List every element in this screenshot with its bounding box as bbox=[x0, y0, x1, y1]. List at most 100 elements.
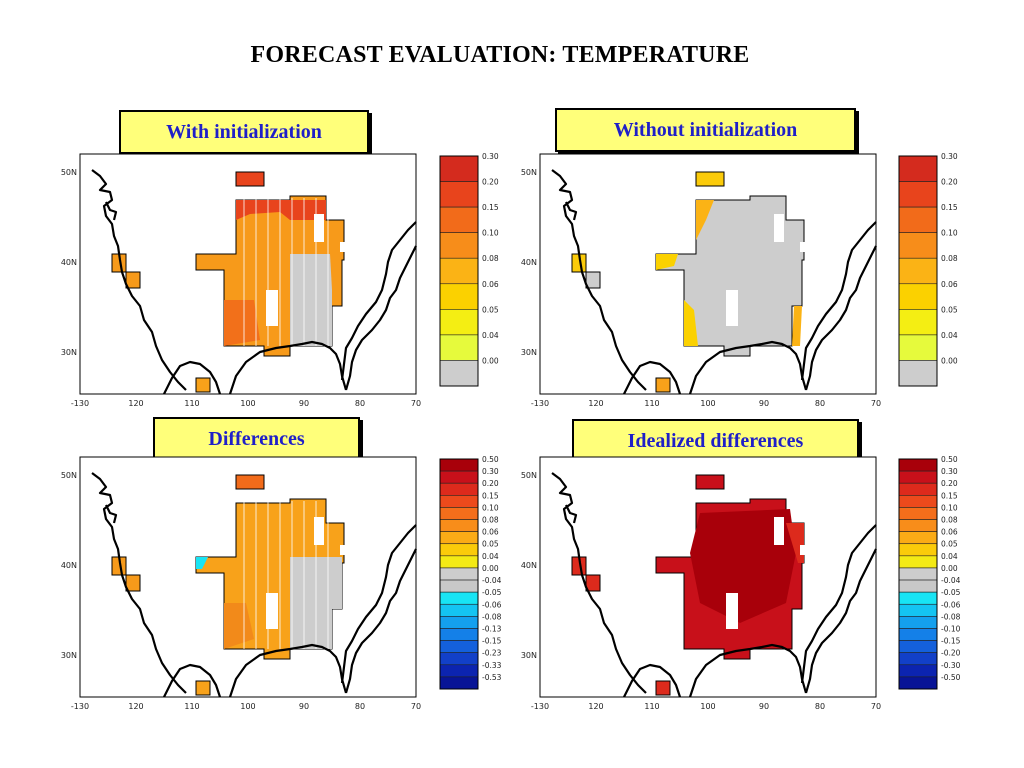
colorbar-swatch bbox=[898, 676, 938, 690]
colorbar-tick-label: -0.04 bbox=[941, 576, 961, 585]
coastline bbox=[340, 524, 417, 684]
colorbar-tick-label: 0.50 bbox=[482, 455, 499, 464]
coastline bbox=[623, 663, 682, 698]
colorbar-tick-label: 0.05 bbox=[482, 305, 499, 314]
coastline bbox=[163, 663, 222, 698]
colorbar-tick-label: 0.30 bbox=[482, 467, 499, 476]
missing-cell bbox=[800, 545, 806, 555]
coastline bbox=[344, 548, 417, 694]
colorbar-swatch bbox=[898, 507, 938, 520]
coastline bbox=[91, 169, 187, 391]
cool-area bbox=[196, 557, 208, 569]
colorbar-swatch bbox=[439, 482, 479, 496]
grid-box bbox=[585, 574, 601, 592]
colorbar-tick-label: -0.10 bbox=[941, 624, 961, 633]
longitude-tick-label: 120 bbox=[128, 702, 143, 711]
colorbar-tick-label: -0.23 bbox=[482, 649, 502, 658]
colorbar-swatch bbox=[898, 567, 938, 581]
colorbar-tick-label: 0.08 bbox=[941, 254, 958, 263]
missing-cell bbox=[340, 242, 346, 252]
coastline bbox=[228, 643, 348, 698]
colorbar-tick-label: 0.10 bbox=[941, 229, 958, 238]
missing-cell bbox=[314, 517, 324, 545]
colorbar-tick-label: 0.00 bbox=[941, 356, 958, 365]
colorbar-tick-label: 0.00 bbox=[482, 564, 499, 573]
colorbar-tick-label: 0.30 bbox=[482, 152, 499, 161]
map-idealized-differences: -130 120 110 100 90 80 70 50N 40N 30N bbox=[521, 456, 881, 711]
colorbar-tick-label: 0.30 bbox=[941, 467, 958, 476]
grid-box bbox=[195, 377, 211, 393]
longitude-tick-label: 90 bbox=[299, 399, 309, 408]
longitude-tick-label: 80 bbox=[355, 702, 365, 711]
colorbar-tick-label: 0.20 bbox=[941, 479, 958, 488]
latitude-tick-label: 50N bbox=[61, 168, 77, 177]
colorbar-tick-label: 0.05 bbox=[941, 540, 958, 549]
coastline bbox=[340, 221, 417, 381]
colorbar-swatch bbox=[439, 283, 479, 310]
colorbar-tick-label: 0.05 bbox=[941, 305, 958, 314]
latitude-tick-label: 30N bbox=[521, 651, 537, 660]
colorbar-swatch bbox=[439, 579, 479, 593]
longitude-tick-label: 70 bbox=[871, 702, 881, 711]
grid-box bbox=[695, 171, 725, 187]
colorbar-idealized-differences: 0.50 0.30 0.20 0.15 0.10 0.08 0.06 0.05 0.04 0.00… bbox=[898, 455, 961, 690]
colorbar-swatch bbox=[439, 567, 479, 581]
colorbar-swatch bbox=[898, 334, 938, 361]
colorbar-tick-label: 0.08 bbox=[482, 516, 499, 525]
latitude-tick-label: 40N bbox=[61, 561, 77, 570]
warm-area bbox=[224, 300, 260, 346]
colorbar-tick-label: 0.15 bbox=[482, 491, 499, 500]
panel-label-differences: Differences bbox=[153, 417, 360, 461]
missing-cell bbox=[726, 593, 738, 629]
colorbar-differences: 0.50 0.30 0.20 0.15 0.10 0.08 0.06 0.05 0.04 0.00… bbox=[439, 455, 502, 690]
coastline bbox=[163, 360, 222, 395]
colorbar-tick-label: -0.15 bbox=[941, 637, 961, 646]
grid-box bbox=[125, 574, 141, 592]
colorbar-tick-label: 0.15 bbox=[941, 491, 958, 500]
colorbar-tick-label: 0.30 bbox=[941, 152, 958, 161]
longitude-tick-label: 70 bbox=[411, 399, 421, 408]
colorbar-tick-label: 0.06 bbox=[482, 280, 499, 289]
longitude-tick-label: 120 bbox=[588, 702, 603, 711]
colorbar-tick-label: -0.08 bbox=[941, 612, 961, 621]
longitude-tick-label: 90 bbox=[759, 399, 769, 408]
colorbar-tick-label: 0.08 bbox=[941, 516, 958, 525]
colorbar-tick-label: -0.50 bbox=[941, 673, 961, 682]
colorbar-swatch bbox=[439, 628, 479, 641]
grid-box bbox=[655, 680, 671, 696]
colorbar-tick-label: 0.20 bbox=[482, 479, 499, 488]
grid-box bbox=[695, 474, 725, 490]
grid-box bbox=[235, 474, 265, 490]
colorbar-swatch bbox=[439, 652, 479, 666]
colorbar-swatch bbox=[898, 206, 938, 233]
grid-box bbox=[125, 271, 141, 289]
warm-area bbox=[690, 509, 796, 623]
missing-cell bbox=[314, 214, 324, 242]
colorbar-tick-label: 0.00 bbox=[941, 564, 958, 573]
colorbar-swatch bbox=[898, 181, 938, 208]
coastline bbox=[551, 472, 647, 694]
colorbar-tick-label: -0.08 bbox=[482, 612, 502, 621]
colorbar-without-initialization: 0.30 0.20 0.15 0.10 0.08 0.06 0.05 0.04 0.00 bbox=[898, 152, 958, 387]
coastline bbox=[344, 245, 417, 391]
colorbar-frame bbox=[439, 458, 479, 690]
longitude-tick-label: -130 bbox=[531, 399, 549, 408]
colorbar-swatch bbox=[439, 257, 479, 285]
map-with-initialization: -130 120 110 100 90 80 70 50N 40N 30N bbox=[61, 153, 421, 408]
longitude-tick-label: 100 bbox=[700, 399, 715, 408]
longitude-tick-label: 120 bbox=[588, 399, 603, 408]
colorbar-swatch bbox=[439, 591, 479, 605]
coastline bbox=[565, 201, 578, 221]
longitude-tick-label: -130 bbox=[71, 702, 89, 711]
coastline bbox=[688, 340, 808, 395]
latitude-tick-label: 50N bbox=[521, 168, 537, 177]
latitude-tick-label: 30N bbox=[521, 348, 537, 357]
missing-cell bbox=[774, 214, 784, 242]
colorbar-swatch bbox=[439, 616, 479, 629]
colorbar-tick-label: 0.20 bbox=[941, 178, 958, 187]
colorbar-swatch bbox=[439, 155, 479, 182]
colorbar-tick-label: 0.06 bbox=[482, 528, 499, 537]
colorbar-tick-label: -0.30 bbox=[941, 661, 961, 670]
colorbar-swatch bbox=[898, 603, 938, 617]
latitude-tick-label: 30N bbox=[61, 348, 77, 357]
